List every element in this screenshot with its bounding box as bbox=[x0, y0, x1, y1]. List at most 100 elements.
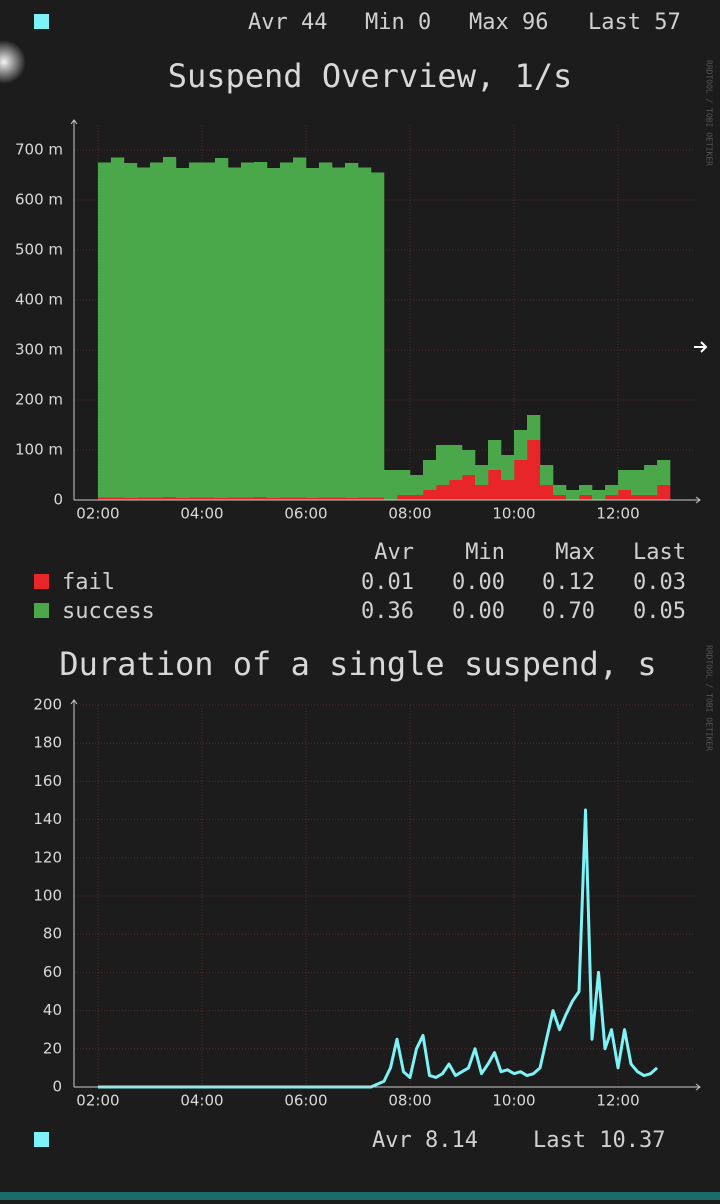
x-tick-label: 10:00 bbox=[492, 1092, 535, 1110]
bar-segment bbox=[149, 497, 164, 500]
bar-segment bbox=[214, 498, 229, 500]
bar-segment bbox=[618, 470, 632, 490]
bar-segment bbox=[97, 497, 112, 500]
axis bbox=[70, 699, 701, 1091]
bar-segment bbox=[110, 157, 125, 498]
x-tick-label: 04:00 bbox=[180, 505, 223, 523]
stats-header: Avr bbox=[374, 540, 414, 565]
bar-segment bbox=[488, 440, 502, 470]
bar-segment bbox=[435, 485, 450, 500]
bar-segment bbox=[344, 163, 359, 498]
x-tick-label: 08:00 bbox=[388, 1092, 431, 1110]
bar-segment bbox=[97, 162, 112, 498]
y-tick-label: 180 bbox=[33, 734, 62, 752]
bar-segment bbox=[175, 498, 190, 500]
bar-segment bbox=[501, 455, 515, 480]
side-arrow[interactable] bbox=[694, 341, 708, 353]
header-item: Avr 44 bbox=[248, 10, 327, 35]
y-tick-label: 20 bbox=[43, 1039, 62, 1057]
bar-segment bbox=[409, 495, 424, 500]
watermark: RRDTOOL / TOBI OETIKER bbox=[705, 645, 714, 751]
bar-segment bbox=[383, 470, 398, 500]
stat-value: 0.00 bbox=[452, 570, 505, 595]
bar-segment bbox=[201, 497, 216, 500]
y-tick-label: 200 bbox=[33, 696, 62, 714]
glow bbox=[0, 40, 26, 84]
y-tick-label: 200 m bbox=[15, 391, 63, 409]
bar-segment bbox=[266, 498, 281, 500]
bar-segment bbox=[474, 465, 489, 485]
bar-segment bbox=[162, 497, 177, 500]
bar-segment bbox=[331, 497, 346, 500]
bar-segment bbox=[370, 172, 385, 498]
stats-header: Max bbox=[555, 540, 595, 565]
bar-segment bbox=[514, 430, 528, 460]
bar-segment bbox=[422, 460, 437, 490]
bottom-bar bbox=[0, 1192, 720, 1200]
stat-value: 0.70 bbox=[542, 599, 595, 624]
y-tick-label: 400 m bbox=[15, 291, 63, 309]
bar-segment bbox=[318, 162, 333, 498]
bar-segment bbox=[605, 485, 619, 495]
stat-value: 0.01 bbox=[361, 570, 414, 595]
y-tick-label: 40 bbox=[43, 1001, 62, 1019]
legend: fail 0.01 0.00 0.12 0.03 success 0.36 0.00 0.70 0… bbox=[34, 570, 686, 624]
x-tick-label: 12:00 bbox=[596, 1092, 639, 1110]
bar-segment bbox=[657, 460, 671, 485]
bar-segment bbox=[461, 475, 476, 500]
bar-segment bbox=[214, 158, 229, 498]
bar-segment bbox=[644, 465, 658, 495]
bar-segment bbox=[253, 162, 268, 497]
y-tick-label: 120 bbox=[33, 848, 62, 866]
stats-header: Min bbox=[465, 540, 505, 565]
bar-segment bbox=[110, 497, 125, 500]
bar-segment bbox=[318, 497, 333, 500]
x-tick-label: 08:00 bbox=[388, 505, 431, 523]
bar-segment bbox=[305, 498, 320, 500]
bar-segment bbox=[527, 440, 541, 500]
bar-segment bbox=[605, 495, 619, 500]
bar-segment bbox=[657, 485, 671, 500]
bar-segment bbox=[227, 167, 242, 498]
bar-segment bbox=[448, 445, 463, 480]
legend-swatch bbox=[34, 574, 49, 589]
bar-segment bbox=[435, 445, 450, 485]
bar-segment bbox=[488, 470, 502, 500]
indicator bbox=[34, 1132, 49, 1147]
bar-segment bbox=[396, 470, 411, 495]
bar-segment bbox=[540, 485, 554, 500]
bar-segment bbox=[357, 167, 372, 498]
y-tick-label: 160 bbox=[33, 772, 62, 790]
y-tick-label: 600 m bbox=[15, 191, 63, 209]
bar-segment bbox=[566, 490, 580, 500]
y-tick-label: 500 m bbox=[15, 241, 63, 259]
bar-segment bbox=[123, 498, 138, 500]
bar-segment bbox=[149, 162, 164, 498]
bar-segment bbox=[448, 480, 463, 500]
bar-segment bbox=[344, 498, 359, 500]
bar-segment bbox=[553, 485, 567, 495]
bar-segment bbox=[253, 497, 268, 500]
bar-segment bbox=[396, 495, 411, 500]
stat-value: 0.36 bbox=[361, 599, 414, 624]
bar-segment bbox=[162, 157, 177, 497]
bar-segment bbox=[553, 495, 567, 500]
chart-title: Suspend Overview, 1/s bbox=[168, 57, 573, 95]
stat-value: 0.03 bbox=[633, 570, 686, 595]
bar-segment bbox=[175, 168, 190, 498]
bar-segment bbox=[631, 495, 645, 500]
x-tick-label: 06:00 bbox=[284, 505, 327, 523]
bar-segment bbox=[292, 497, 307, 500]
y-tick-label: 300 m bbox=[15, 341, 63, 359]
watermark: RRDTOOL / TOBI OETIKER bbox=[705, 60, 714, 166]
y-tick-label: 700 m bbox=[15, 141, 63, 159]
bar-segment bbox=[266, 168, 281, 498]
bar-segment bbox=[305, 168, 320, 498]
stat-value: 0.05 bbox=[633, 599, 686, 624]
bar-segment bbox=[579, 495, 593, 500]
footer-item: Avr 8.14 bbox=[372, 1128, 478, 1153]
bar-segment bbox=[188, 162, 203, 498]
x-tick-label: 12:00 bbox=[596, 505, 639, 523]
bar-segment bbox=[461, 450, 476, 475]
